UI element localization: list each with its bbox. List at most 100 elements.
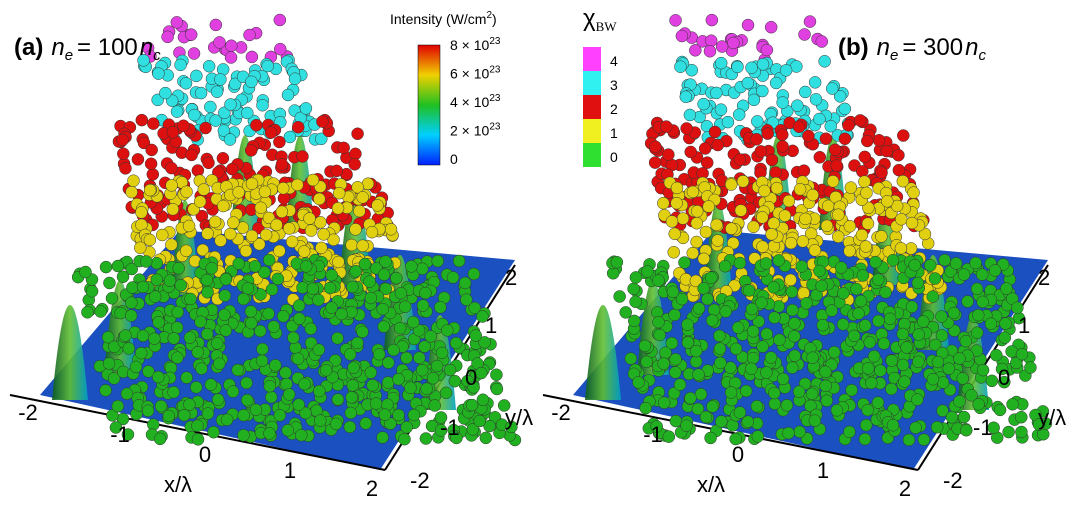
particle: [330, 164, 343, 178]
text-part: = 100: [77, 34, 138, 61]
particle: [359, 417, 373, 430]
particle: [745, 362, 758, 375]
particle: [628, 314, 641, 328]
particle: [896, 358, 910, 372]
particle: [431, 254, 444, 268]
particle: [639, 401, 652, 415]
particle: [619, 306, 632, 319]
particle: [460, 293, 473, 306]
particle: [798, 28, 811, 41]
particle: [828, 143, 842, 157]
particle: [679, 90, 693, 104]
particle: [976, 363, 990, 377]
particle: [610, 255, 624, 269]
particle: [150, 256, 163, 270]
particle: [135, 206, 148, 219]
particle: [344, 406, 358, 420]
particle: [384, 417, 397, 430]
particle: [316, 115, 329, 128]
particle: [856, 165, 869, 178]
particle: [713, 342, 727, 355]
particle: [900, 341, 913, 354]
particle: [653, 328, 666, 342]
particle: [392, 372, 405, 386]
particle: [711, 138, 725, 152]
particle: [407, 315, 420, 329]
particle: [747, 220, 760, 234]
particle: [119, 162, 132, 175]
particle: [466, 423, 480, 436]
particle: [346, 379, 360, 392]
particle: [327, 233, 340, 247]
intensity-spike: [52, 305, 88, 400]
particle: [393, 321, 407, 335]
particle: [452, 254, 466, 268]
particle: [377, 320, 391, 333]
particle: [861, 134, 874, 148]
text-part: (b): [838, 34, 869, 61]
particle: [686, 246, 700, 260]
particle: [752, 315, 765, 328]
particle: [214, 73, 227, 86]
particle: [127, 174, 140, 188]
particle: [219, 273, 233, 286]
particle: [225, 39, 238, 53]
particle: [194, 86, 208, 100]
y-axis-label: y/λ: [1038, 405, 1066, 430]
particle: [188, 108, 201, 122]
particle: [800, 297, 813, 310]
particle: [291, 178, 304, 192]
text-part: 2 × 10: [450, 123, 490, 139]
particle: [741, 76, 755, 90]
particle: [874, 364, 887, 377]
text-part: n: [51, 34, 64, 61]
particle: [125, 296, 138, 309]
particle: [1015, 410, 1028, 424]
particle: [741, 415, 755, 428]
particle: [804, 399, 817, 413]
particle: [936, 404, 949, 417]
particle: [144, 157, 158, 171]
particle: [691, 402, 705, 416]
particle: [886, 418, 900, 432]
particle: [998, 331, 1012, 344]
particle: [224, 51, 238, 64]
particle: [497, 399, 511, 412]
particle: [465, 398, 479, 412]
particle: [245, 316, 258, 330]
particle: [314, 216, 327, 229]
particle: [719, 305, 732, 318]
particle: [731, 321, 745, 334]
particle: [793, 183, 807, 196]
particle: [146, 168, 160, 181]
particle: [905, 216, 919, 230]
legend-swatch: [583, 143, 601, 167]
particle: [299, 102, 313, 115]
particle: [970, 282, 984, 296]
particle: [468, 301, 481, 315]
particle: [685, 63, 699, 77]
particle: [201, 227, 214, 240]
particle: [349, 147, 362, 161]
particle: [137, 54, 150, 67]
particle: [778, 209, 792, 222]
particle: [867, 350, 881, 363]
particle: [249, 403, 263, 417]
particle: [734, 204, 748, 217]
particle: [183, 398, 196, 411]
particle: [282, 222, 296, 235]
particle: [680, 122, 693, 135]
particle: [883, 312, 897, 326]
particle: [256, 98, 269, 112]
particle: [905, 300, 919, 314]
particle: [690, 216, 704, 230]
particle: [191, 164, 205, 177]
x-tick-label: -1: [110, 422, 130, 447]
particle: [279, 366, 292, 379]
particle: [276, 182, 290, 195]
particle: [715, 40, 729, 53]
particle: [850, 282, 863, 296]
particle: [419, 286, 432, 300]
y-tick-label: 2: [1038, 265, 1050, 290]
text-part: -2: [18, 400, 38, 425]
